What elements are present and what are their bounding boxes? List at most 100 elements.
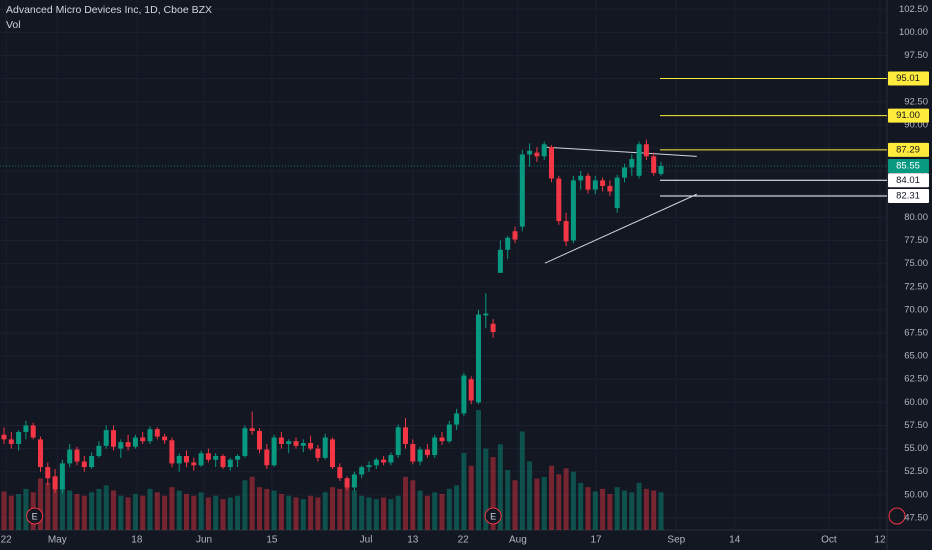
volume-bar: [359, 495, 365, 530]
candle-body: [118, 442, 124, 449]
last-price-label: 85.55: [896, 161, 920, 172]
volume-bar: [278, 494, 284, 530]
y-tick-label: 72.50: [904, 281, 928, 292]
candle-body: [403, 427, 408, 444]
candle-body: [337, 467, 343, 479]
trendline: [544, 146, 697, 157]
candle-body: [658, 166, 664, 174]
candle-body: [424, 449, 430, 456]
candle-body: [505, 237, 511, 250]
candle-body: [622, 167, 627, 178]
level-label-box: [888, 188, 929, 203]
event-circle: [484, 507, 502, 525]
candle-body: [220, 456, 226, 468]
candle-body: [614, 177, 620, 209]
level-label: 87.29: [896, 144, 920, 155]
candle-body: [235, 456, 241, 460]
candle-body: [439, 437, 445, 442]
candle-body: [541, 144, 547, 157]
volume-bar: [235, 495, 241, 530]
candle-body: [308, 443, 314, 449]
candle-body: [381, 459, 387, 463]
candle-body: [264, 449, 270, 466]
candle-body: [563, 221, 569, 242]
y-tick-label: 65.00: [904, 351, 928, 362]
volume-bar: [337, 488, 343, 530]
candle-body: [483, 313, 489, 316]
volume-bar: [432, 492, 438, 530]
x-tick-label: 22: [1, 535, 13, 546]
level-label: 91.00: [896, 110, 920, 121]
candle-body: [111, 430, 116, 447]
event-circle: [26, 507, 44, 525]
volume-bar: [643, 488, 649, 530]
x-tick-label: Aug: [509, 535, 527, 546]
volume-bar: [410, 480, 416, 530]
x-tick-label: 22: [458, 535, 470, 546]
candle-body: [103, 430, 109, 446]
volume-bar: [308, 495, 314, 530]
candle-body: [184, 456, 189, 463]
volume-bar: [636, 482, 642, 530]
volume-bar: [132, 494, 138, 530]
candle-body: [30, 425, 36, 438]
volume-bar: [629, 492, 635, 530]
candle-body: [132, 437, 138, 447]
volume-bar: [592, 491, 598, 530]
volume-bar: [205, 497, 211, 530]
candle-body: [388, 455, 394, 463]
volume-bar: [658, 492, 664, 530]
trendline: [544, 193, 697, 264]
candle-body: [286, 441, 292, 444]
candle-body: [578, 175, 584, 181]
volume-bar: [527, 461, 533, 530]
event-label: E: [32, 511, 38, 521]
y-tick-label: 70.00: [904, 304, 928, 315]
candle-body: [330, 439, 335, 468]
y-tick-label: 90.00: [904, 119, 928, 130]
volume-bar: [607, 494, 613, 530]
candle-body: [497, 249, 503, 273]
candle-body: [191, 462, 197, 466]
volume-bar: [622, 490, 627, 530]
candle-body: [147, 429, 153, 442]
volume-bar: [534, 478, 540, 530]
volume-bar: [1, 491, 7, 530]
volume-bar: [585, 487, 591, 530]
candle-body: [468, 379, 474, 401]
event-label: E: [490, 511, 496, 521]
volume-bar: [300, 499, 306, 530]
candle-body: [344, 478, 350, 488]
level-label: 95.01: [896, 73, 920, 84]
candle-body: [600, 180, 606, 186]
event-marker[interactable]: E: [484, 507, 502, 525]
candle-body: [366, 465, 372, 468]
candle-body: [643, 144, 649, 157]
volume-bar: [184, 494, 189, 530]
volume-bar: [483, 448, 489, 530]
candle-body: [476, 314, 481, 403]
last-price-box: [888, 159, 929, 174]
volume-bar: [351, 490, 357, 530]
volume-bar: [45, 482, 51, 530]
candle-body: [38, 439, 43, 468]
event-marker[interactable]: E: [26, 507, 44, 525]
volume-bar: [578, 482, 584, 530]
candle-body: [570, 180, 576, 241]
level-label: 82.31: [896, 191, 920, 202]
volume-bar: [330, 487, 335, 530]
volume-bar: [227, 497, 233, 530]
candle-body: [592, 180, 598, 190]
candle-body: [242, 428, 248, 457]
volume-bar: [23, 488, 29, 530]
y-tick-label: 57.50: [904, 420, 928, 431]
volume-bar: [315, 497, 321, 530]
volume-bar: [468, 465, 474, 530]
candle-body: [446, 424, 452, 442]
candle-body: [512, 231, 518, 240]
candle-body: [257, 431, 262, 450]
y-tick-label: 77.50: [904, 235, 928, 246]
candle-body: [351, 474, 357, 488]
y-tick-label: 97.50: [904, 50, 928, 61]
event-icon[interactable]: [888, 507, 906, 525]
